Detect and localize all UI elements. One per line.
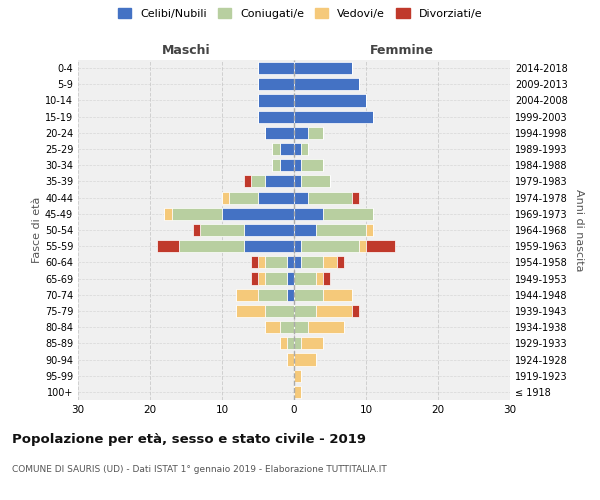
Y-axis label: Fasce di età: Fasce di età (32, 197, 42, 263)
Bar (265, 321, 280, 333)
Bar (244, 240, 294, 252)
Bar (258, 94, 294, 106)
Bar (244, 224, 294, 236)
Bar (258, 288, 287, 301)
Text: Maschi: Maschi (161, 44, 211, 57)
Bar (308, 321, 344, 333)
Bar (301, 256, 323, 268)
Bar (172, 208, 222, 220)
Bar (236, 305, 265, 317)
Legend: Celibi/Nubili, Coniugati/e, Vedovi/e, Divorziati/e: Celibi/Nubili, Coniugati/e, Vedovi/e, Di… (118, 8, 482, 19)
Bar (294, 354, 316, 366)
Bar (179, 240, 244, 252)
Bar (308, 192, 352, 203)
Bar (193, 224, 200, 236)
Bar (308, 127, 323, 139)
Bar (294, 143, 301, 155)
Bar (323, 208, 373, 220)
Bar (157, 240, 179, 252)
Bar (294, 224, 316, 236)
Bar (280, 321, 294, 333)
Bar (294, 386, 301, 398)
Bar (258, 62, 294, 74)
Bar (301, 143, 308, 155)
Bar (258, 110, 294, 122)
Y-axis label: Anni di nascita: Anni di nascita (574, 188, 584, 271)
Bar (222, 192, 229, 203)
Bar (258, 272, 265, 284)
Bar (294, 94, 366, 106)
Bar (359, 240, 366, 252)
Bar (258, 78, 294, 90)
Bar (337, 256, 344, 268)
Bar (251, 272, 258, 284)
Bar (323, 288, 352, 301)
Bar (301, 240, 359, 252)
Bar (287, 256, 294, 268)
Bar (251, 256, 258, 268)
Bar (294, 78, 359, 90)
Bar (251, 176, 265, 188)
Bar (287, 288, 294, 301)
Bar (287, 338, 294, 349)
Bar (236, 288, 258, 301)
Bar (366, 224, 373, 236)
Bar (265, 127, 294, 139)
Bar (316, 272, 323, 284)
Bar (323, 272, 330, 284)
Text: Popolazione per età, sesso e stato civile - 2019: Popolazione per età, sesso e stato civil… (12, 432, 366, 446)
Text: Femmine: Femmine (370, 44, 434, 57)
Bar (294, 110, 373, 122)
Bar (265, 176, 294, 188)
Bar (294, 127, 308, 139)
Bar (366, 240, 395, 252)
Bar (244, 176, 251, 188)
Bar (294, 370, 301, 382)
Bar (294, 338, 301, 349)
Bar (294, 305, 316, 317)
Bar (352, 192, 359, 203)
Bar (301, 159, 323, 172)
Bar (287, 272, 294, 284)
Bar (294, 288, 323, 301)
Bar (294, 159, 301, 172)
Bar (294, 272, 316, 284)
Text: COMUNE DI SAURIS (UD) - Dati ISTAT 1° gennaio 2019 - Elaborazione TUTTITALIA.IT: COMUNE DI SAURIS (UD) - Dati ISTAT 1° ge… (12, 466, 387, 474)
Bar (287, 354, 294, 366)
Bar (258, 256, 265, 268)
Bar (294, 321, 308, 333)
Bar (294, 208, 323, 220)
Bar (164, 208, 172, 220)
Bar (272, 159, 280, 172)
Bar (280, 159, 294, 172)
Bar (301, 176, 330, 188)
Bar (265, 256, 287, 268)
Bar (229, 192, 258, 203)
Bar (265, 305, 294, 317)
Bar (294, 192, 308, 203)
Bar (222, 208, 294, 220)
Bar (280, 143, 294, 155)
Bar (258, 192, 294, 203)
Bar (294, 62, 352, 74)
Bar (316, 224, 366, 236)
Bar (265, 272, 287, 284)
Bar (294, 240, 301, 252)
Bar (280, 338, 287, 349)
Bar (294, 256, 301, 268)
Bar (272, 143, 280, 155)
Bar (200, 224, 244, 236)
Bar (323, 256, 337, 268)
Bar (352, 305, 359, 317)
Bar (316, 305, 352, 317)
Bar (294, 176, 301, 188)
Bar (301, 338, 323, 349)
